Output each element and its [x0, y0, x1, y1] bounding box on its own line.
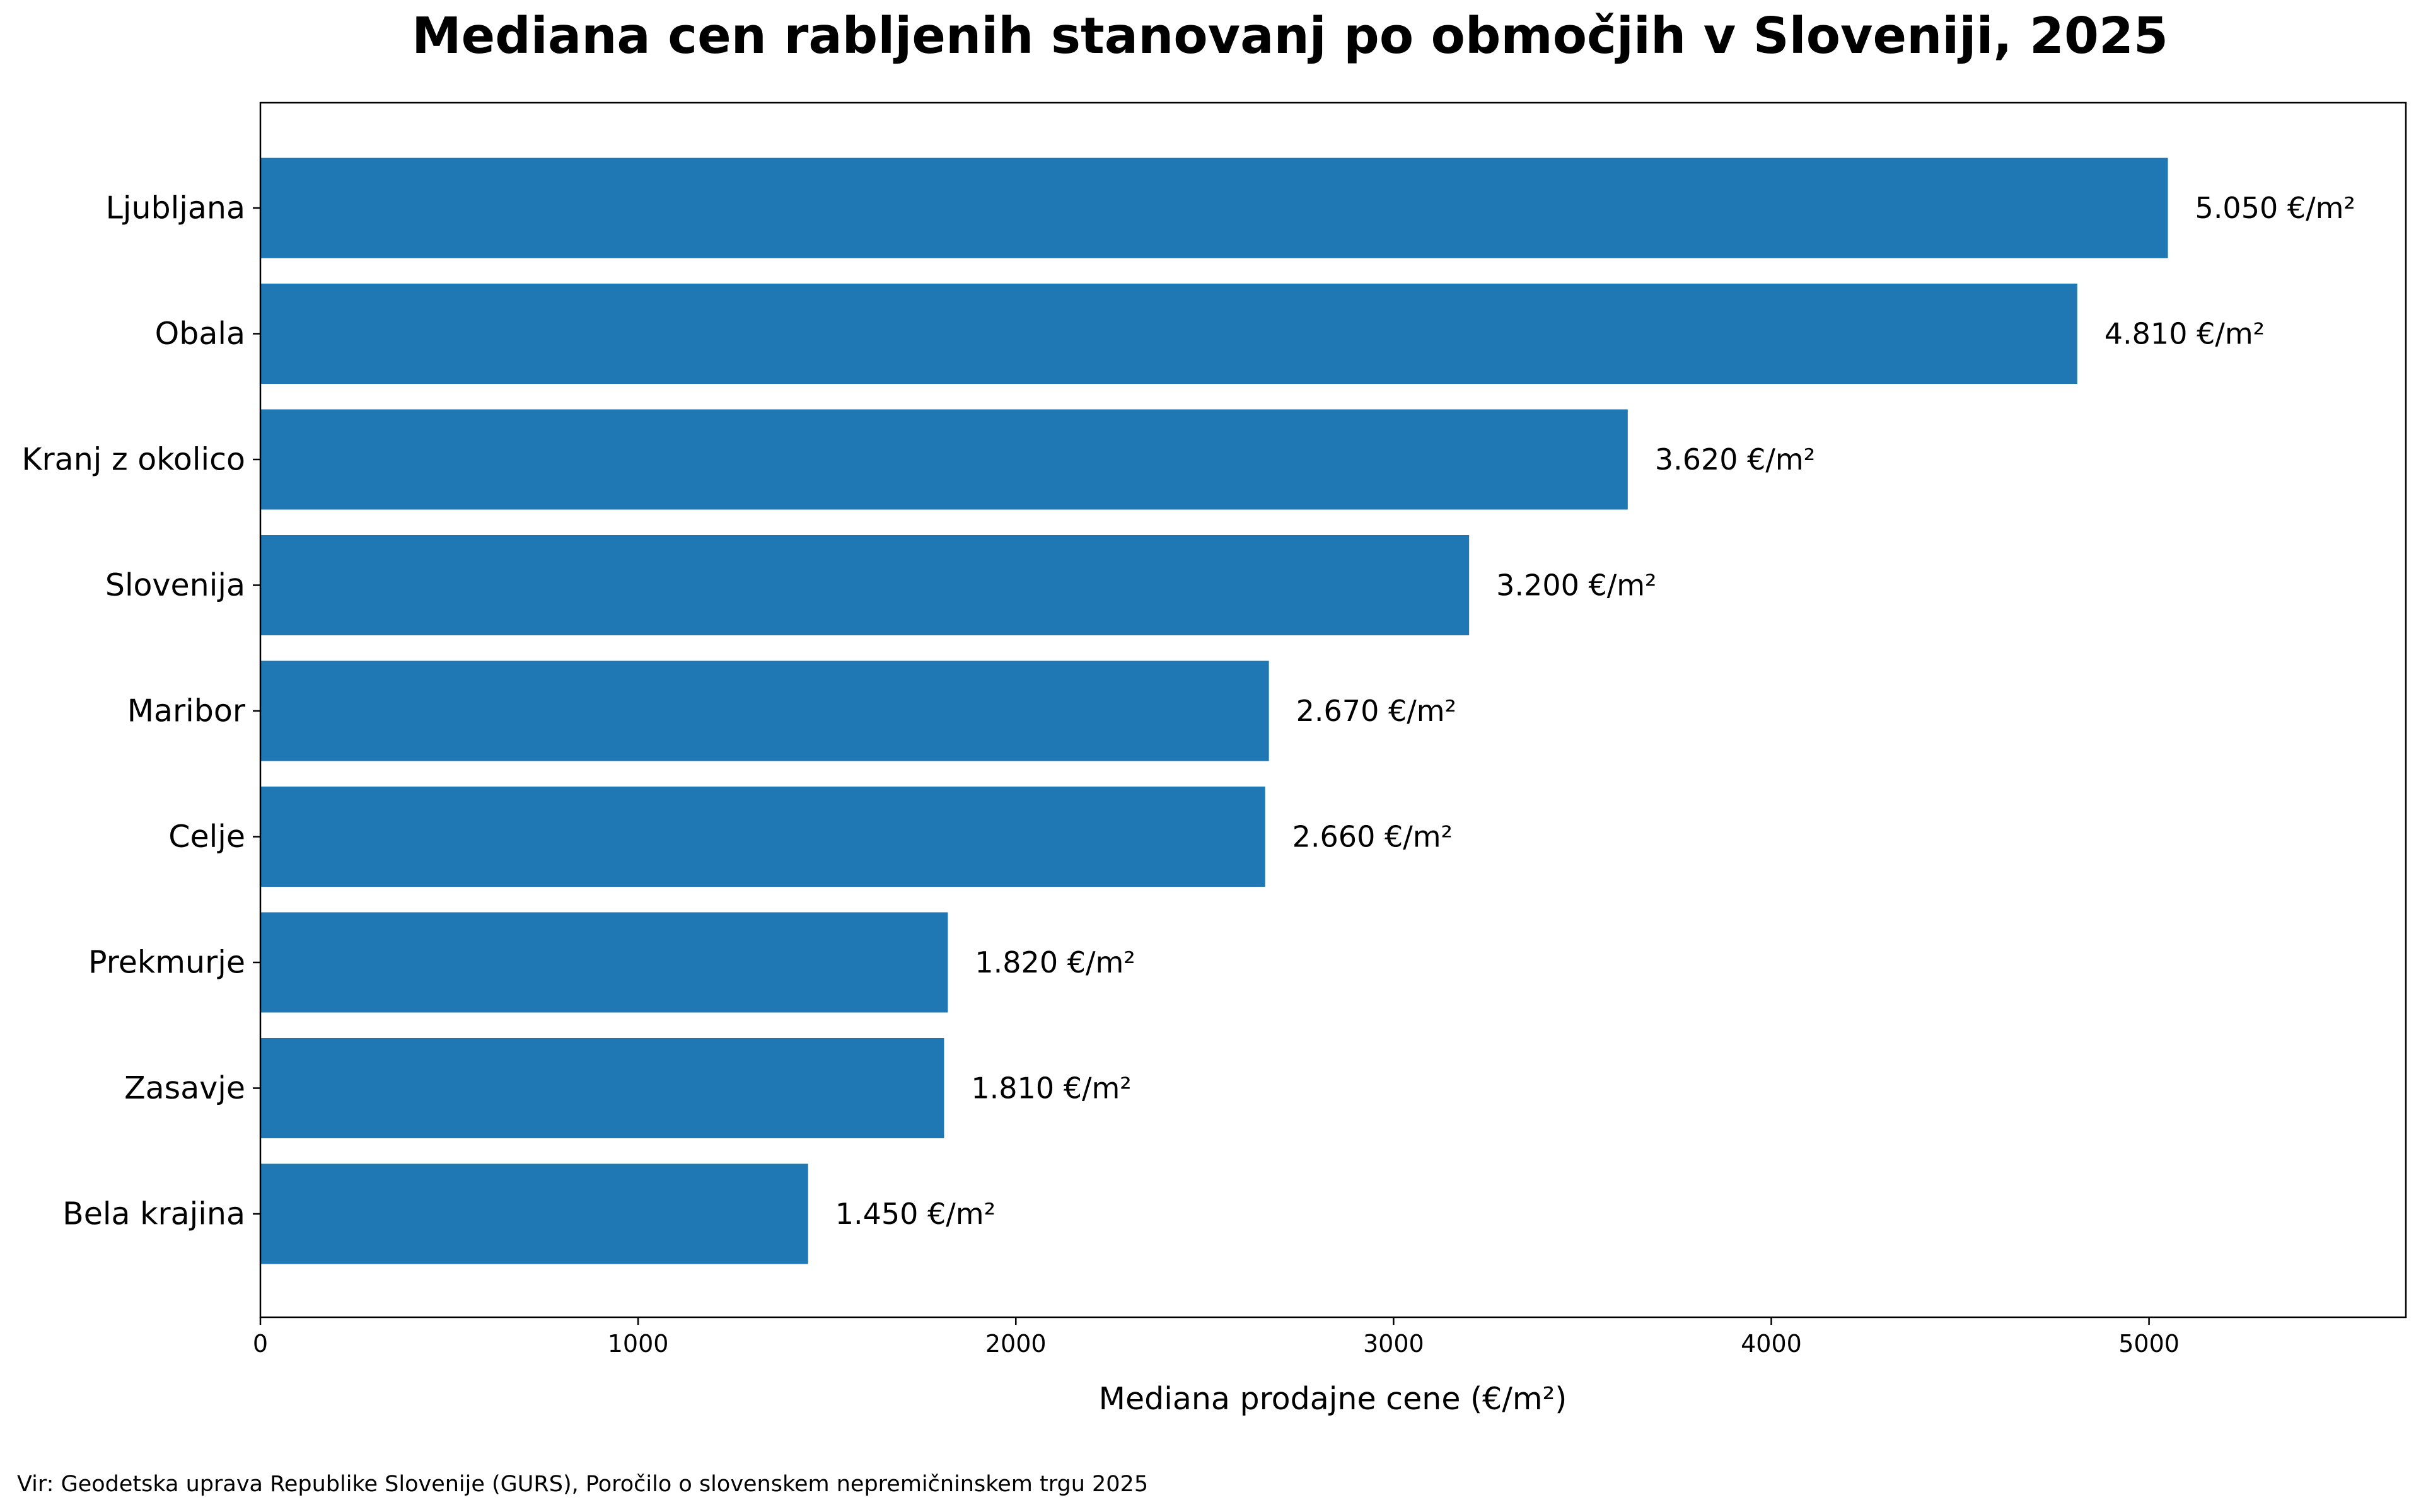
- x-tick-label: 1000: [608, 1330, 669, 1358]
- bar-slovenija: [260, 535, 1470, 635]
- x-tick-label: 5000: [2118, 1330, 2180, 1358]
- value-label: 1.810 €/m²: [971, 1071, 1131, 1105]
- value-label: 3.620 €/m²: [1655, 442, 1815, 476]
- category-label: Celje: [168, 819, 245, 855]
- bar-bela-krajina: [260, 1163, 808, 1264]
- bar-kranj-z-okolico: [260, 409, 1628, 510]
- value-label: 1.820 €/m²: [975, 945, 1135, 979]
- value-label: 4.810 €/m²: [2105, 317, 2265, 351]
- value-label: 3.200 €/m²: [1496, 568, 1656, 603]
- x-tick-label: 0: [253, 1330, 268, 1358]
- x-axis-title: Mediana prodajne cene (€/m²): [1099, 1381, 1567, 1417]
- category-label: Maribor: [127, 693, 246, 729]
- bar-ljubljana: [260, 158, 2168, 258]
- category-label: Slovenija: [105, 567, 245, 603]
- x-tick-label: 4000: [1741, 1330, 1802, 1358]
- plot-frame: [259, 101, 2407, 1319]
- x-tick-label: 2000: [985, 1330, 1047, 1358]
- chart-title: Mediana cen rabljenih stanovanj po območ…: [412, 7, 2168, 65]
- category-label: Prekmurje: [88, 945, 245, 981]
- value-label: 1.450 €/m²: [835, 1197, 996, 1231]
- category-label: Kranj z okolico: [21, 442, 245, 478]
- category-label: Obala: [155, 316, 245, 352]
- category-label: Bela krajina: [62, 1196, 245, 1232]
- source-note: Vir: Geodetska uprava Republike Slovenij…: [17, 1472, 1148, 1497]
- bar-zasavje: [260, 1038, 944, 1138]
- plot-area: 5.050 €/m² 4.810 €/m² 3.620 €/m² 3.200 €/m²…: [260, 158, 2355, 1264]
- x-tick-label: 3000: [1363, 1330, 1424, 1358]
- y-axis: Ljubljana Obala Kranj z okolico Slovenija Ma…: [21, 190, 260, 1232]
- bar-prekmurje: [260, 912, 948, 1013]
- value-label: 2.670 €/m²: [1296, 694, 1456, 728]
- value-label: 2.660 €/m²: [1292, 820, 1453, 854]
- x-axis: 0 1000 2000 3000 4000 5000: [253, 1317, 2180, 1358]
- value-label: 5.050 €/m²: [2195, 191, 2355, 225]
- category-label: Ljubljana: [106, 190, 245, 226]
- bar-obala: [260, 284, 2077, 384]
- bar-celje: [260, 787, 1265, 887]
- bar-maribor: [260, 661, 1269, 761]
- category-label: Zasavje: [124, 1070, 245, 1106]
